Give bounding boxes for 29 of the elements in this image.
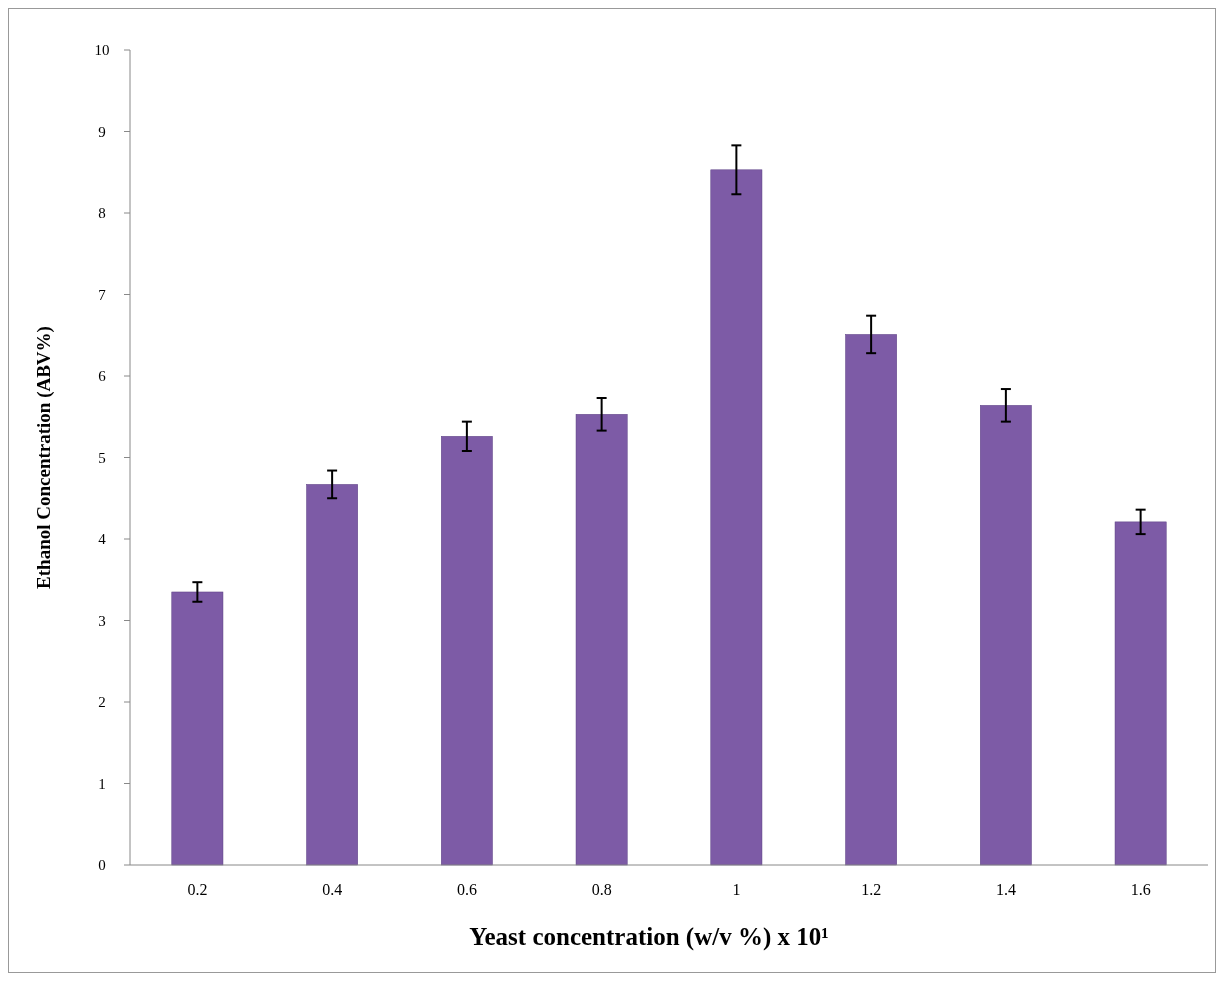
bar (441, 436, 493, 866)
x-tick-label: 0.8 (591, 881, 612, 898)
x-tick-label: 0.4 (322, 881, 343, 898)
x-tick-label: 0.2 (187, 881, 208, 898)
bar (306, 484, 358, 866)
bar (171, 591, 224, 866)
y-tick-label: 0 (98, 857, 106, 874)
bar (980, 405, 1032, 866)
y-tick-label: 2 (98, 694, 106, 711)
y-tick-label: 3 (98, 612, 106, 629)
bar (1114, 521, 1167, 866)
x-axis-title: Yeast concentration (w/v %) x 10¹ (469, 923, 829, 951)
y-tick-label: 8 (98, 205, 106, 222)
y-tick-label: 4 (98, 531, 107, 548)
x-tick-label: 0.6 (456, 881, 477, 898)
y-tick-label: 10 (94, 42, 110, 59)
x-tick-label: 1.2 (861, 881, 882, 898)
x-tick-label: 1.4 (995, 881, 1016, 898)
y-tick-label: 9 (98, 123, 106, 140)
y-tick-label: 6 (98, 368, 107, 385)
y-axis-title: Ethanol Concentration (ABV%) (33, 326, 55, 589)
y-tick-label: 5 (98, 449, 106, 466)
x-tick-label: 1 (732, 881, 741, 898)
bar (845, 334, 897, 866)
bar (710, 169, 763, 866)
y-tick-label: 1 (98, 775, 106, 792)
bar (575, 414, 628, 866)
y-tick-label: 7 (98, 286, 107, 303)
x-tick-label: 1.6 (1130, 881, 1151, 898)
